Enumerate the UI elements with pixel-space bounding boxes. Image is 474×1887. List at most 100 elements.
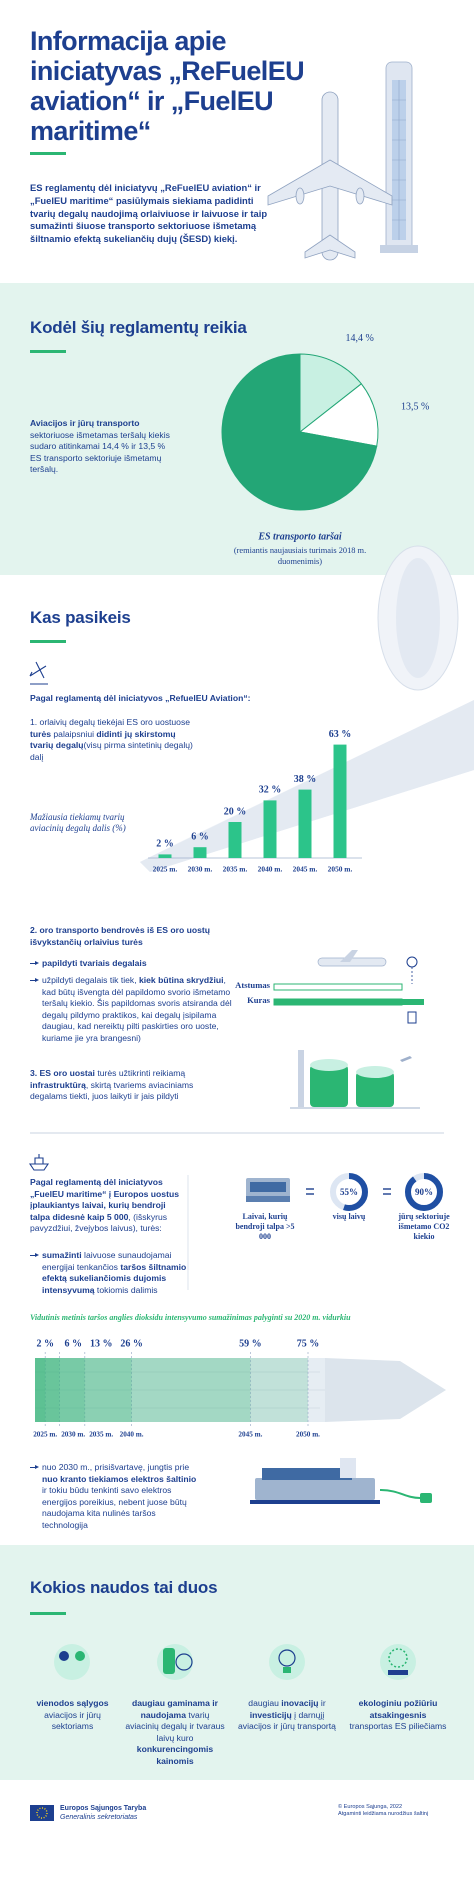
- bar-label: 32 %: [259, 785, 282, 796]
- text-run: inovacijų: [281, 1698, 319, 1708]
- bar: [193, 847, 207, 858]
- pie-slice: [299, 353, 363, 434]
- donut-category: jūrų sektoriuje išmetamo CO2 kiekio: [398, 1212, 450, 1241]
- diagram-label: Atstumas: [235, 980, 270, 990]
- text-run: Pagal reglamentą dėl iniciatyvos „FuelEU…: [30, 1177, 179, 1222]
- bar: [158, 854, 172, 858]
- text-run: ekologiniu požiūriu atsakingesnis: [358, 1698, 438, 1720]
- donut-arc: [330, 1173, 368, 1211]
- x-tick-label: 2045 m.: [238, 1431, 262, 1439]
- text-run: ir: [318, 1698, 326, 1708]
- text-run: tokiomis dalimis: [94, 1284, 158, 1295]
- text-run: sektoriuose išmetamas teršalų kiekis sud…: [30, 429, 170, 475]
- footer-copyright: © Europos Sąjunga, 2022: [338, 1804, 403, 1810]
- fuel-diagram: [273, 950, 424, 1024]
- eu-logo: [30, 1805, 54, 1821]
- x-tick-label: 2025 m.: [153, 865, 178, 874]
- chart-title: Vidutinis metinis taršos anglies dioksid…: [30, 1313, 351, 1322]
- text-run: palaipsniui: [51, 728, 97, 739]
- x-tick-label: 2040 m.: [120, 1431, 144, 1439]
- item-2-bullet: užpildyti degalais tik tiek, kiek būtina…: [30, 975, 234, 1045]
- tower-illustration: [380, 61, 418, 253]
- bar: [228, 822, 242, 858]
- donut-arc: [405, 1173, 443, 1211]
- title-underline: [30, 152, 66, 155]
- item-2-bullet: papildyti tvariais degalais: [30, 958, 232, 970]
- maritime-bullet: sumažinti laivuose sunaudojamai energija…: [30, 1250, 187, 1296]
- text-run: infrastruktūrą: [30, 1079, 86, 1090]
- text-run: turės: [30, 728, 52, 739]
- ship-hull: [35, 1358, 446, 1422]
- cargo-ship-picture: [246, 1178, 290, 1202]
- x-tick-label: 2050 m.: [296, 1431, 320, 1439]
- text-run: vienodos sąlygos: [36, 1698, 109, 1708]
- pie-subtitle: (remiantis naujausiais turimais 2018 m. …: [233, 546, 367, 566]
- pie-title: ES transporto taršai: [257, 531, 342, 542]
- intro: ES reglamentų dėl iniciatyvų „ReFuelEU a…: [30, 182, 268, 245]
- text-run: , skirtą tvariems aviaciniams degalams t…: [30, 1079, 194, 1102]
- x-tick-label: 2045 m.: [293, 865, 318, 874]
- text-run: daugiau gaminama ir naudojama: [132, 1698, 218, 1720]
- hbar-label: 13 %: [90, 1338, 113, 1349]
- wing-illustration: [140, 545, 474, 872]
- diagram-label: Kuras: [247, 995, 270, 1005]
- hbar: [35, 1358, 132, 1422]
- section-title: Kokios naudos tai duos: [30, 1578, 218, 1597]
- text-run: taršos šiltnamio efektą sukeliančiomis d…: [42, 1261, 187, 1295]
- text-run: kiek būtina skrydžiui: [138, 975, 224, 985]
- y-axis-label: Mažiausia tiekiamų tvarių aviacinių dega…: [30, 812, 126, 833]
- bar-label: 6 %: [191, 831, 209, 842]
- last-bullet: nuo 2030 m., prisišvartavę, jungtis prie…: [30, 1462, 202, 1532]
- text-run: , kad būtų išvengta dėl papildomo svorio…: [42, 975, 232, 1043]
- text-run: , prisišvartavę, jungtis prie: [89, 1462, 190, 1472]
- hbar: [35, 1358, 60, 1422]
- ship-label: Laivai, kurių bendroji talpa >5 000: [235, 1212, 295, 1241]
- benefit: vienodos sąlygos aviacijos ir jūrų sekto…: [25, 1698, 120, 1733]
- shore-power-illustration: [250, 1458, 432, 1504]
- footer-reuse: Atgaminti leidžiama nurodžius šaltinį: [338, 1811, 429, 1817]
- bar-label: 63 %: [329, 729, 352, 740]
- text-run: turės užtikrinti reikiamą: [94, 1068, 186, 1078]
- hbar-label: 59 %: [239, 1338, 262, 1349]
- text-run: , (išskyrus pavyzdžiui, žvejybos laivus)…: [30, 1211, 168, 1234]
- text-run: transportas ES piliečiams: [349, 1721, 447, 1732]
- text-run: sumažinti: [42, 1250, 82, 1260]
- bar: [298, 789, 312, 858]
- pie-slice: [298, 383, 379, 447]
- slice-label: 13,5 %: [401, 401, 429, 412]
- hbar: [35, 1358, 308, 1422]
- bar-label: 20 %: [224, 806, 247, 817]
- x-tick-label: 2035 m.: [223, 865, 248, 874]
- donut-label: 55%: [340, 1187, 358, 1197]
- footer-org: Europos Sąjungos Taryba: [60, 1805, 147, 1812]
- text-run: 1. orlaivių degalų tiekėjai ES oro uostu…: [30, 717, 191, 727]
- text-run: daugiau: [248, 1698, 282, 1708]
- x-tick-label: 2050 m.: [328, 865, 353, 874]
- text-run: aviacijos ir jūrų sektoriams: [44, 1709, 101, 1732]
- text-run: nuo kranto tiekiamos elektros šaltinio: [42, 1473, 197, 1484]
- hbar: [35, 1358, 251, 1422]
- ship-icon: [28, 1154, 50, 1171]
- bar: [333, 744, 347, 858]
- aviation-heading: Pagal reglamentą dėl iniciatyvos „Refuel…: [30, 693, 251, 703]
- text-run: konkurencingomis kainomis: [136, 1744, 214, 1766]
- hbar-label: 26 %: [120, 1338, 143, 1349]
- text-run: investicijų: [249, 1709, 292, 1720]
- hbar: [35, 1358, 46, 1422]
- bar-label: 38 %: [294, 774, 317, 785]
- x-tick-label: 2030 m.: [61, 1431, 85, 1439]
- text-run: 3. ES oro uostai: [30, 1068, 95, 1078]
- text-run: užpildyti degalais tik tiek,: [42, 975, 139, 985]
- benefit: ekologiniu požiūriu atsakingesnis transp…: [348, 1698, 448, 1733]
- title-underline: [30, 1612, 66, 1615]
- hbar-label: 2 %: [36, 1338, 54, 1349]
- why-text: Aviacijos ir jūrų transporto sektoriuose…: [30, 418, 175, 476]
- section-title: Kodėl šių reglamentų reikia: [30, 318, 247, 337]
- text-run: Aviacijos ir jūrų transporto: [30, 418, 140, 428]
- title-underline: [30, 350, 66, 353]
- section-title: Kas pasikeis: [30, 608, 131, 627]
- hbar-label: 75 %: [297, 1338, 320, 1349]
- bar: [263, 800, 277, 858]
